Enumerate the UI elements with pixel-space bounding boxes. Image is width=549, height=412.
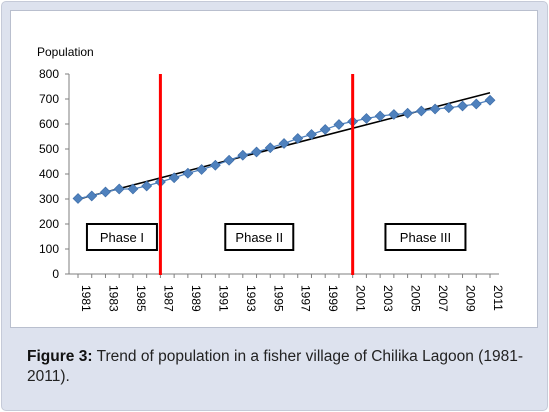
phase-label: Phase I	[100, 230, 144, 245]
data-point	[209, 159, 221, 171]
phase-box	[224, 223, 295, 251]
phase-label: Phase III	[400, 230, 451, 245]
x-tick-label: 1981	[79, 285, 93, 312]
data-point	[292, 133, 304, 144]
y-tick-labels: 0 100 200 300 400 500 600 700 800	[39, 67, 59, 281]
y-tick-label: 800	[39, 67, 59, 81]
population-trend-chart: Population 0 100 200 300 400 500 600 700 800 198…	[37, 45, 505, 312]
x-tick-label: 2003	[381, 285, 395, 312]
data-point	[72, 193, 84, 204]
data-point	[484, 94, 496, 106]
data-point	[278, 138, 290, 149]
data-point	[141, 180, 153, 192]
y-tick-label: 400	[39, 167, 59, 181]
x-tick-label: 1995	[271, 285, 285, 312]
x-tick-label: 1991	[216, 285, 230, 312]
axes	[65, 73, 499, 278]
x-tick-label: 2009	[464, 285, 478, 312]
phase-box	[384, 223, 467, 251]
data-point	[306, 129, 317, 140]
y-tick-label: 500	[39, 142, 59, 156]
data-point	[113, 183, 125, 195]
x-tick-label: 1987	[161, 285, 175, 312]
caption-label: Figure 3:	[27, 348, 93, 365]
x-tick-label: 1993	[244, 285, 258, 312]
data-point	[429, 103, 441, 115]
data-point	[168, 172, 180, 184]
y-tick-label: 100	[39, 242, 59, 256]
data-point	[443, 102, 455, 114]
data-point	[196, 164, 208, 175]
x-tick-label: 1989	[189, 285, 203, 312]
data-point	[457, 100, 468, 112]
x-tick-labels: 1981 1983 1985 1987 1989 1991 1993 1995 1997 1999…	[79, 285, 505, 312]
data-points	[72, 94, 496, 204]
x-tick-label: 1999	[326, 285, 340, 312]
phase-dividers	[158, 74, 355, 275]
x-tick-label: 2011	[491, 285, 505, 311]
data-point	[251, 146, 262, 158]
x-tick-label: 1985	[134, 285, 148, 312]
data-point	[360, 113, 372, 124]
figure-caption: Figure 3: Trend of population in a fishe…	[27, 347, 523, 387]
y-axis-label: Population	[37, 45, 94, 59]
y-tick-label: 200	[39, 217, 59, 231]
x-tick-label: 2001	[354, 285, 368, 312]
phase-box	[85, 223, 158, 251]
y-tick-label: 0	[52, 267, 59, 281]
data-point	[86, 190, 98, 202]
data-point	[333, 119, 345, 130]
data-point	[237, 149, 249, 161]
data-point	[319, 124, 331, 135]
y-tick-label: 600	[39, 117, 59, 131]
phase-boxes: Phase I Phase II Phase III	[85, 223, 467, 251]
y-tick-label: 300	[39, 192, 59, 206]
data-point	[388, 109, 400, 120]
data-point	[402, 107, 414, 119]
data-point	[264, 142, 276, 154]
data-point	[100, 186, 111, 198]
data-point	[127, 183, 139, 195]
data-point	[415, 105, 427, 117]
data-point	[182, 167, 194, 179]
data-point	[374, 110, 386, 122]
caption-text: Trend of population in a fisher village …	[27, 348, 523, 385]
data-point	[223, 154, 235, 166]
chart-area: Population 0 100 200 300 400 500 600 700 800 198…	[10, 10, 538, 328]
y-tick-label: 700	[39, 92, 59, 106]
x-tick-label: 1997	[299, 285, 313, 312]
data-point	[470, 98, 482, 110]
phase-label: Phase II	[235, 230, 283, 245]
x-tick-label: 2007	[436, 285, 450, 312]
x-tick-label: 1983	[106, 285, 120, 312]
x-tick-label: 2005	[409, 285, 423, 312]
